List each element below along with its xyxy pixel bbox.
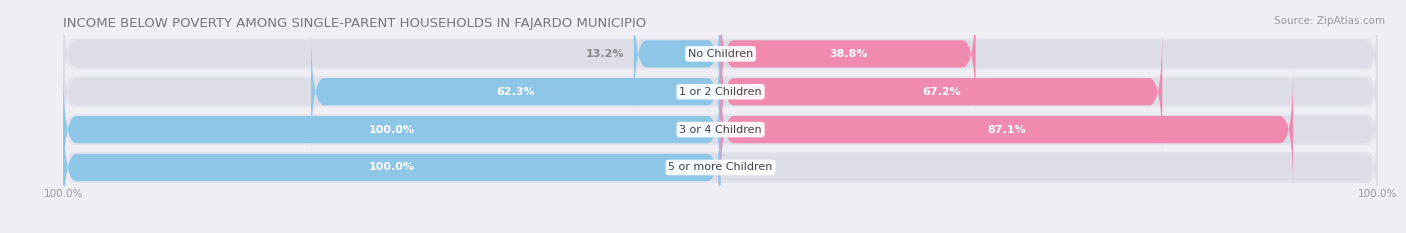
Text: Source: ZipAtlas.com: Source: ZipAtlas.com	[1274, 16, 1385, 26]
FancyBboxPatch shape	[721, 30, 1163, 154]
FancyBboxPatch shape	[311, 30, 721, 154]
Text: 3 or 4 Children: 3 or 4 Children	[679, 125, 762, 135]
FancyBboxPatch shape	[63, 0, 1378, 116]
FancyBboxPatch shape	[63, 105, 721, 230]
FancyBboxPatch shape	[634, 0, 721, 116]
FancyBboxPatch shape	[721, 0, 976, 116]
FancyBboxPatch shape	[63, 126, 1378, 209]
Text: 100.0%: 100.0%	[368, 125, 415, 135]
Text: 1 or 2 Children: 1 or 2 Children	[679, 87, 762, 97]
FancyBboxPatch shape	[63, 88, 1378, 171]
FancyBboxPatch shape	[63, 68, 721, 192]
Text: 0.0%: 0.0%	[741, 162, 770, 172]
Text: INCOME BELOW POVERTY AMONG SINGLE-PARENT HOUSEHOLDS IN FAJARDO MUNICIPIO: INCOME BELOW POVERTY AMONG SINGLE-PARENT…	[63, 17, 647, 30]
FancyBboxPatch shape	[63, 68, 1378, 192]
Text: 5 or more Children: 5 or more Children	[668, 162, 773, 172]
FancyBboxPatch shape	[63, 105, 1378, 230]
Text: No Children: No Children	[688, 49, 754, 59]
FancyBboxPatch shape	[63, 30, 1378, 154]
Text: 38.8%: 38.8%	[830, 49, 868, 59]
Text: 100.0%: 100.0%	[368, 162, 415, 172]
FancyBboxPatch shape	[63, 51, 1378, 133]
Text: 62.3%: 62.3%	[496, 87, 536, 97]
Text: 67.2%: 67.2%	[922, 87, 960, 97]
Text: 87.1%: 87.1%	[987, 125, 1026, 135]
Text: 13.2%: 13.2%	[585, 49, 624, 59]
FancyBboxPatch shape	[721, 68, 1294, 192]
FancyBboxPatch shape	[63, 13, 1378, 95]
